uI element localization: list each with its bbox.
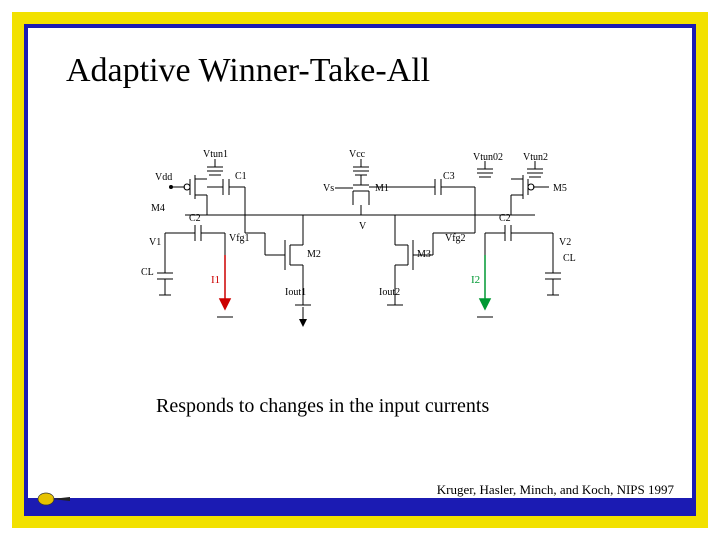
label-c3: C3 xyxy=(443,171,455,182)
label-m5: M5 xyxy=(553,183,567,194)
transistor-m5 xyxy=(511,175,549,199)
capacitor-cl-right xyxy=(545,255,561,295)
label-vfg2: Vfg2 xyxy=(445,233,466,244)
circuit-schematic: Vtun1 Vdd Vcc Vtun02 Vtun2 M4 xyxy=(135,145,585,345)
label-m2: M2 xyxy=(307,249,321,260)
label-c2-right: C2 xyxy=(499,213,511,224)
caption-text: Responds to changes in the input current… xyxy=(156,395,489,418)
label-i2: I2 xyxy=(471,274,480,286)
capacitor-cl-left xyxy=(157,255,173,295)
frame-bottom-bar xyxy=(28,498,692,512)
tun-cap-3 xyxy=(477,161,493,177)
label-m4: M4 xyxy=(151,203,165,214)
label-m3: M3 xyxy=(417,249,431,260)
label-cl-left: CL xyxy=(141,267,154,278)
current-i2-arrow xyxy=(480,255,490,309)
label-c2-left: C2 xyxy=(189,213,201,224)
label-iout1: Iout1 xyxy=(285,287,306,298)
capacitor-c2-left xyxy=(165,225,225,241)
tun-cap-4 xyxy=(527,161,543,177)
label-v: V xyxy=(359,221,367,232)
label-vs: Vs xyxy=(323,183,334,194)
transistor-m4 xyxy=(171,175,207,199)
label-v2: V2 xyxy=(559,237,571,248)
label-vtun1: Vtun1 xyxy=(203,149,228,160)
label-vtun02: Vtun02 xyxy=(473,152,503,163)
current-i1-arrow xyxy=(220,255,230,309)
label-v1: V1 xyxy=(149,237,161,248)
citation-text: Kruger, Hasler, Minch, and Koch, NIPS 19… xyxy=(437,482,674,498)
tun-cap-1 xyxy=(207,159,223,175)
label-vcc: Vcc xyxy=(349,149,366,160)
label-i1: I1 xyxy=(211,274,220,286)
iout1-arrow xyxy=(299,307,307,327)
logo-mark xyxy=(34,488,74,510)
label-cl-right: CL xyxy=(563,253,576,264)
label-c1: C1 xyxy=(235,171,247,182)
label-vfg1: Vfg1 xyxy=(229,233,250,244)
transistor-m1 xyxy=(335,175,369,205)
transistor-m3 xyxy=(395,215,433,305)
tun-cap-2 xyxy=(353,159,369,175)
label-vdd: Vdd xyxy=(155,172,172,183)
page-title: Adaptive Winner-Take-All xyxy=(66,52,430,90)
label-m1: M1 xyxy=(375,183,389,194)
label-iout2: Iout2 xyxy=(379,287,400,298)
capacitor-c2-right xyxy=(485,225,553,241)
